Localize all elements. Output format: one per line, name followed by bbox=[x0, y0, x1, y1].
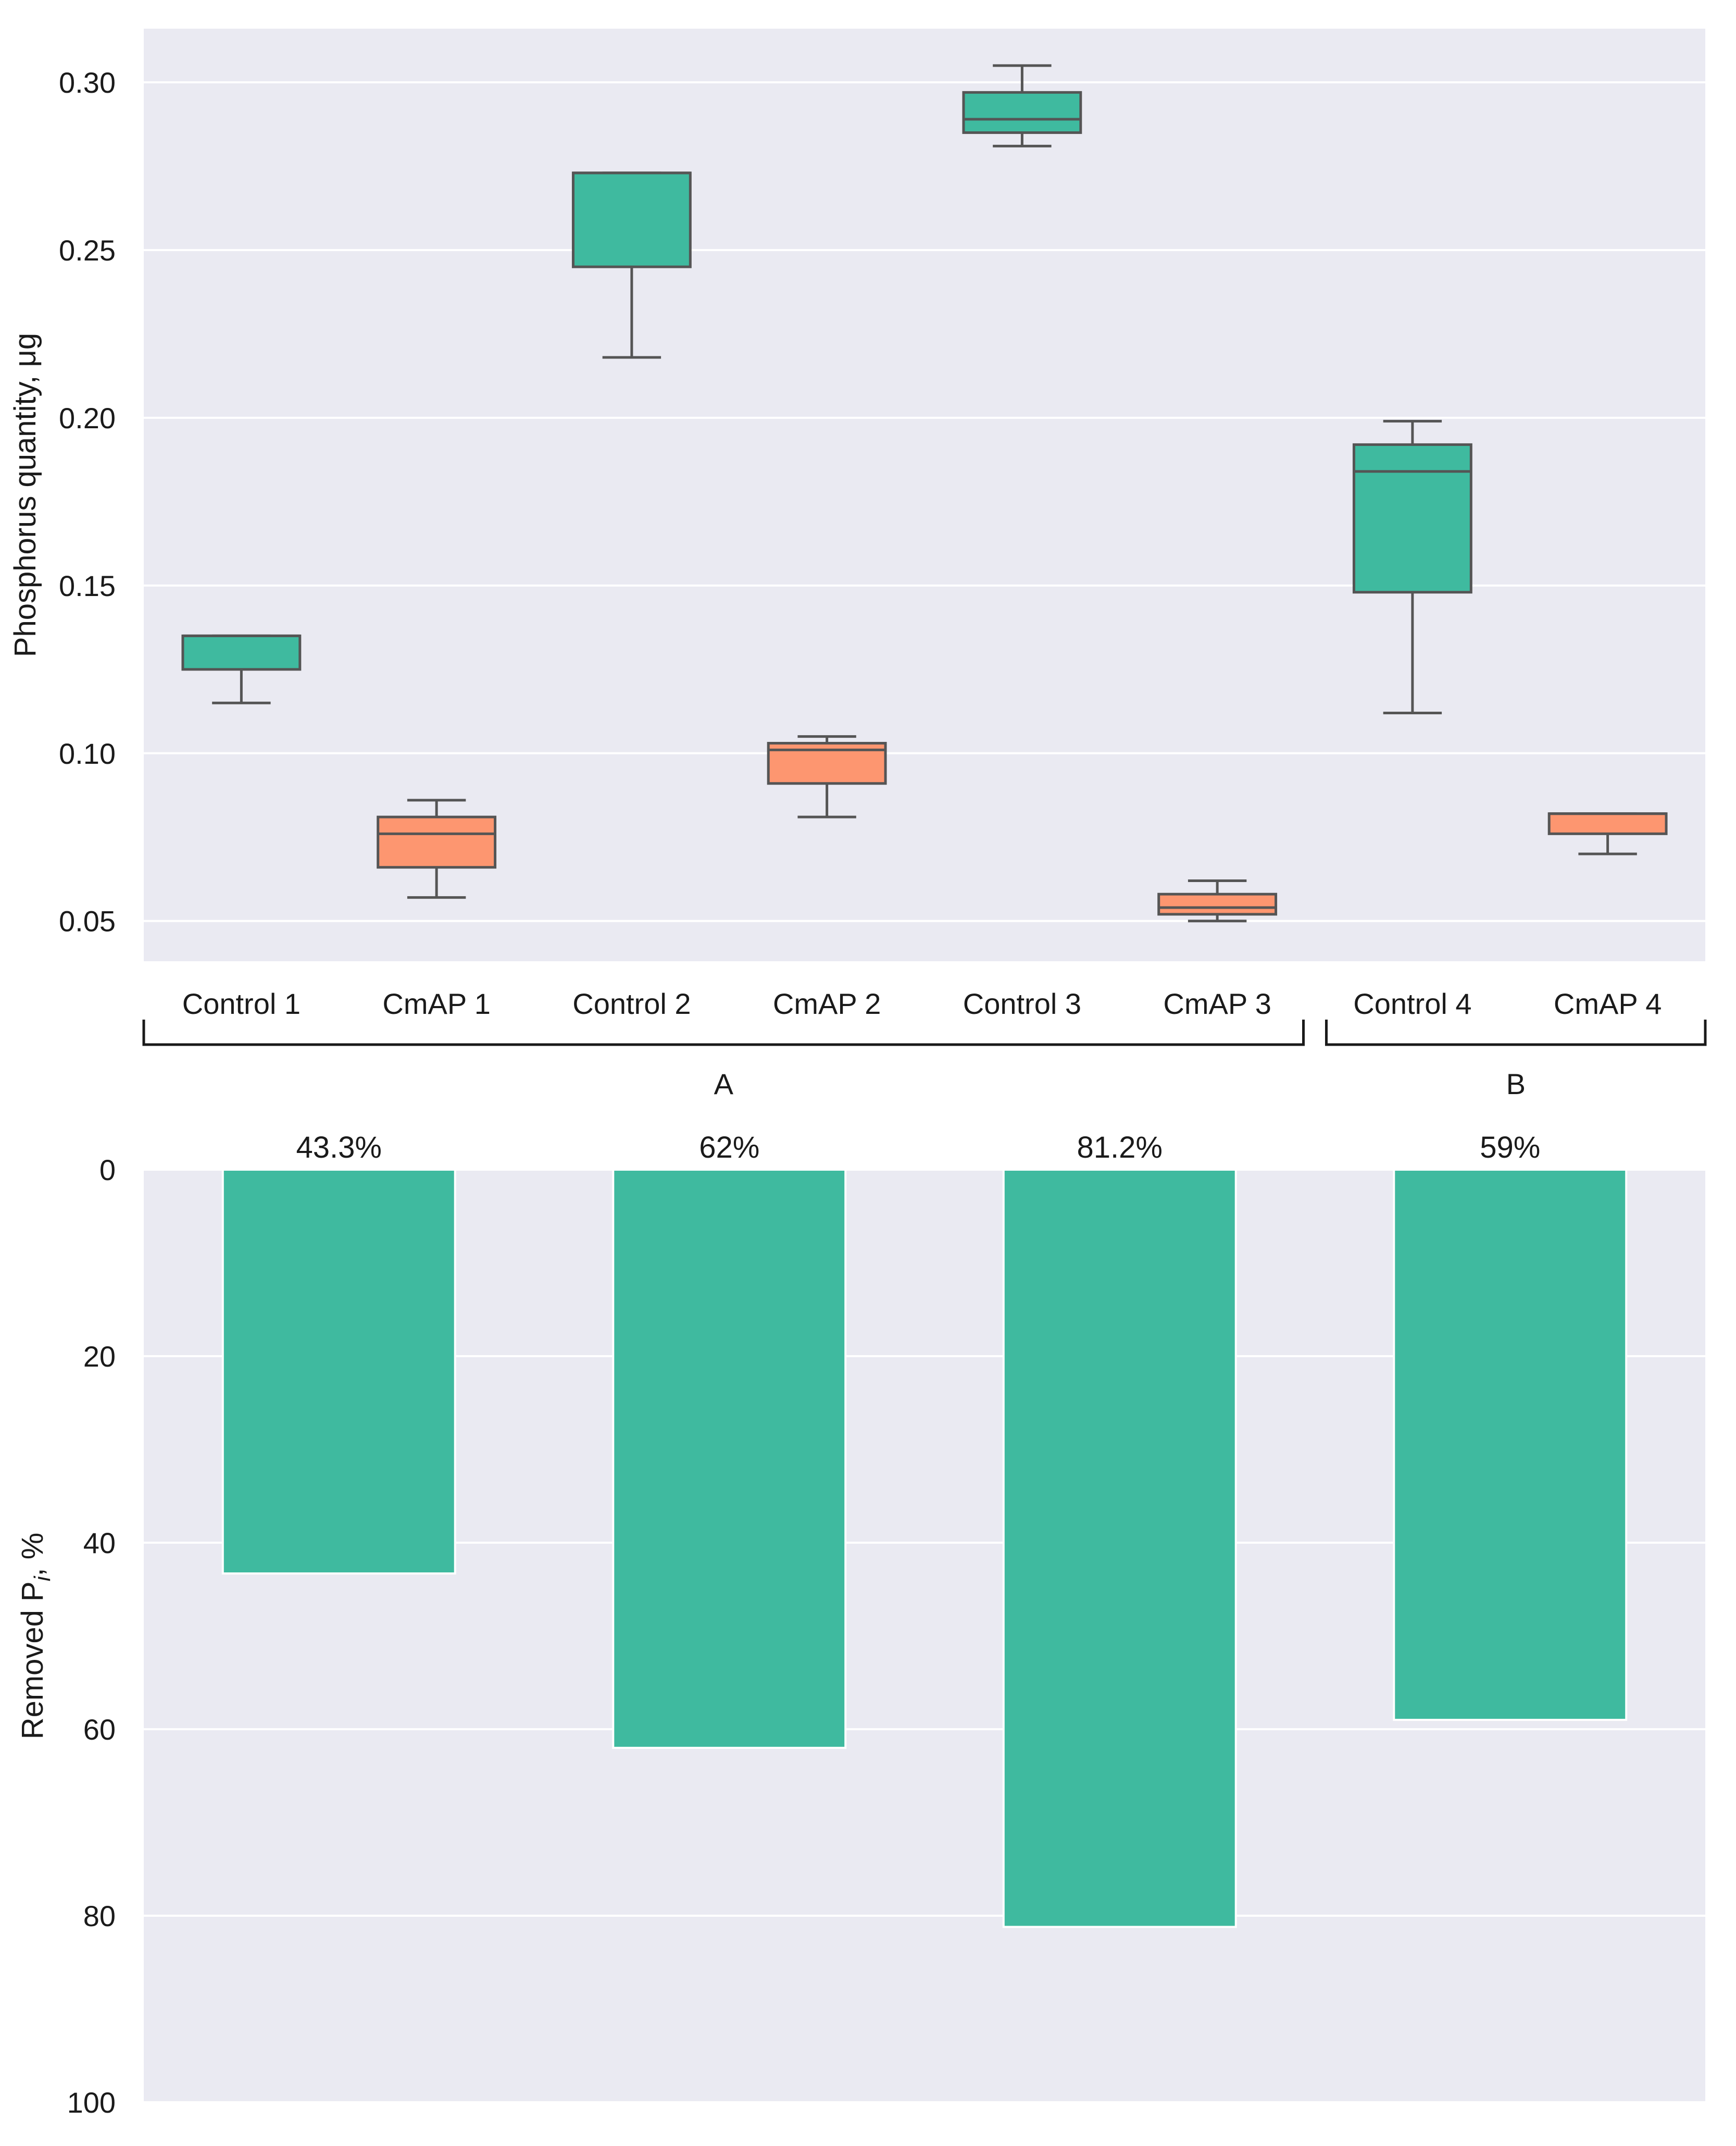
box-body bbox=[571, 171, 692, 268]
bar-value-label: 59% bbox=[1480, 1131, 1540, 1164]
category-label: CmAP 3 bbox=[1163, 987, 1271, 1020]
box-plot-chart: 0.05 0.10 0.15 0.20 0.25 0.30 Phosphorus quan… bbox=[8, 29, 1707, 1100]
bar-chart-y-tick-label: 80 bbox=[83, 1900, 116, 1932]
bar bbox=[1002, 1169, 1237, 1928]
bar-chart-value-labels: 43.3% 62% 81.2% 59% bbox=[296, 1131, 1541, 1164]
box-plot-y-tick-label: 0.05 bbox=[59, 905, 116, 938]
box-plot-y-tick-label: 0.30 bbox=[59, 66, 116, 99]
box-plot-category-labels: Control 1 CmAP 1 Control 2 CmAP 2 Control 3 C… bbox=[182, 987, 1662, 1020]
bar-chart-y-axis-label-main: Removed P bbox=[16, 1581, 49, 1739]
box-plot-y-tick-label: 0.25 bbox=[59, 234, 116, 267]
category-label: CmAP 2 bbox=[773, 987, 881, 1020]
box-control-2 bbox=[571, 171, 692, 359]
box-body bbox=[1547, 812, 1668, 835]
box-cmap-4 bbox=[1547, 812, 1668, 855]
box-control-4 bbox=[1352, 419, 1472, 715]
bar bbox=[1393, 1169, 1628, 1721]
bar-chart-y-axis-label-unit: , % bbox=[16, 1533, 49, 1577]
bar-chart-y-axis-label: Removed Pi, % bbox=[16, 1533, 55, 1740]
box-cmap-2 bbox=[767, 735, 887, 818]
group-label: B bbox=[1506, 1068, 1526, 1100]
group-label: A bbox=[714, 1068, 734, 1100]
box-body bbox=[377, 815, 497, 869]
box-cmap-3 bbox=[1157, 879, 1278, 923]
box-plot-y-axis-label: Phosphorus quantity, μg bbox=[8, 333, 42, 657]
bar-chart-y-tick-label: 60 bbox=[83, 1713, 116, 1746]
box-plot-y-tick-label: 0.10 bbox=[59, 737, 116, 770]
group-bracket bbox=[142, 1020, 1305, 1046]
box-plot-boxes bbox=[181, 64, 1668, 923]
bar-value-label: 81.2% bbox=[1077, 1131, 1163, 1164]
bar-chart-y-tick-label: 100 bbox=[67, 2086, 116, 2119]
category-label: CmAP 4 bbox=[1554, 987, 1662, 1020]
group-bracket bbox=[1325, 1020, 1707, 1046]
category-label: Control 1 bbox=[182, 987, 301, 1020]
bar-chart-bars bbox=[221, 1169, 1628, 1928]
box-control-1 bbox=[181, 634, 302, 704]
category-label: Control 3 bbox=[963, 987, 1081, 1020]
box-body bbox=[181, 634, 302, 671]
removal-bar-chart: 0 20 40 60 80 100 Removed Pi, % 43.3% 62% 81.2%… bbox=[16, 1131, 1705, 2119]
box-body bbox=[1157, 892, 1278, 916]
bar-chart-y-tick-label: 40 bbox=[83, 1527, 116, 1559]
category-label: Control 4 bbox=[1353, 987, 1471, 1020]
box-plot-gridlines bbox=[144, 81, 1705, 922]
bar-chart-y-axis-label-subscript: i bbox=[30, 1576, 55, 1581]
box-plot-y-tick-label: 0.20 bbox=[59, 402, 116, 435]
category-label: CmAP 1 bbox=[382, 987, 490, 1020]
bar-chart-y-tick-label: 20 bbox=[83, 1340, 116, 1373]
bar-value-label: 62% bbox=[699, 1131, 759, 1164]
box-plot-y-tick-label: 0.15 bbox=[59, 569, 116, 602]
bar bbox=[612, 1169, 847, 1749]
bar-value-label: 43.3% bbox=[296, 1131, 382, 1164]
box-plot-y-ticks: 0.05 0.10 0.15 0.20 0.25 0.30 bbox=[59, 66, 116, 938]
box-cmap-1 bbox=[377, 799, 497, 899]
bar-chart-y-tick-label: 0 bbox=[99, 1153, 116, 1186]
bar-chart-y-ticks: 0 20 40 60 80 100 bbox=[67, 1153, 116, 2119]
bar bbox=[221, 1169, 456, 1575]
box-body bbox=[1352, 443, 1472, 594]
box-control-3 bbox=[962, 64, 1082, 147]
category-label: Control 2 bbox=[572, 987, 691, 1020]
box-body bbox=[962, 91, 1082, 134]
